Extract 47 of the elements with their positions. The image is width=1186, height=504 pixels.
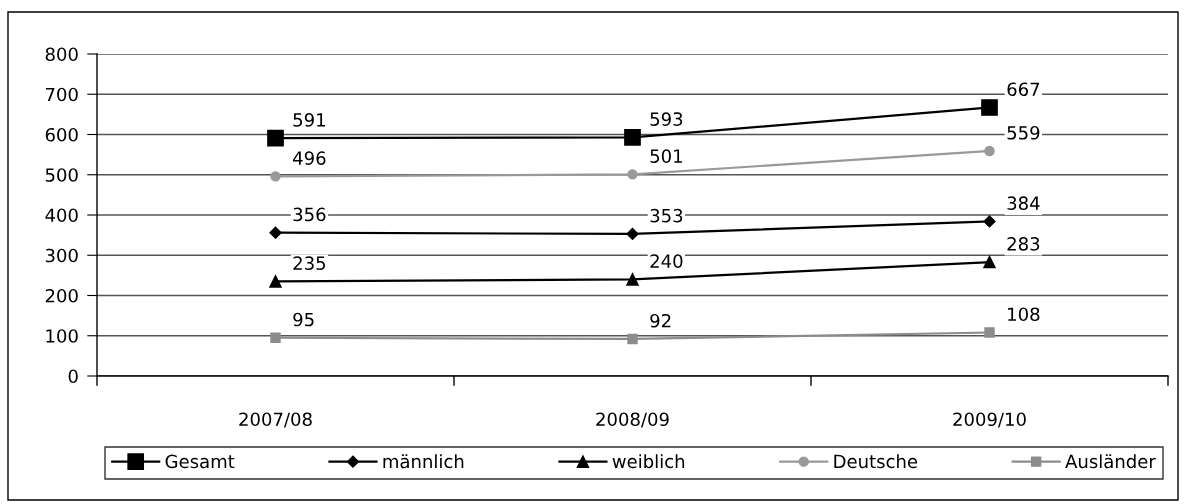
point [270, 332, 281, 343]
point [269, 226, 282, 239]
point [981, 99, 998, 116]
y-tick-label: 800 [45, 47, 78, 62]
data-label: 235 [293, 256, 326, 270]
data-label: 496 [293, 151, 326, 165]
point [626, 273, 639, 286]
data-label: 108 [1008, 307, 1040, 322]
y-tick-label: 500 [45, 168, 78, 182]
data-label: 240 [650, 254, 683, 268]
y-tick-label: 200 [45, 288, 78, 303]
data-label: 384 [1007, 196, 1040, 211]
y-tick-label: 100 [46, 329, 78, 343]
point [627, 333, 638, 345]
y-tick-label: 300 [45, 248, 78, 263]
data-label: 559 [1007, 125, 1040, 140]
data-label: 501 [650, 149, 682, 163]
x-tick-label: 2007/08 [239, 412, 312, 428]
point [627, 169, 638, 180]
point [984, 327, 995, 338]
legend-label: Ausländer [1065, 454, 1156, 469]
point [267, 129, 284, 147]
point [983, 215, 996, 228]
y-tick-label: 400 [45, 208, 78, 223]
data-label: 591 [293, 113, 325, 127]
y-tick-label: 700 [45, 87, 78, 102]
data-label: 593 [650, 112, 683, 126]
data-label: 283 [1007, 237, 1040, 251]
point [624, 128, 641, 146]
legend-label: weiblich [612, 454, 685, 469]
point [626, 227, 639, 241]
point [983, 255, 996, 269]
y-tick-label: 0 [68, 369, 78, 384]
point [984, 145, 995, 157]
data-label: 667 [1007, 82, 1040, 97]
data-label: 353 [650, 208, 683, 223]
data-label: 356 [293, 207, 326, 222]
data-label: 92 [650, 313, 671, 328]
legend-label: Gesamt [165, 454, 235, 469]
y-tick-label: 600 [45, 127, 78, 142]
x-tick-label: 2008/09 [596, 412, 669, 428]
legend-label: männlich [383, 454, 464, 469]
data-label: 95 [293, 312, 314, 327]
x-tick-label: 2009/10 [953, 412, 1026, 428]
point [270, 171, 281, 182]
point [269, 275, 282, 288]
legend-label: Deutsche [834, 454, 918, 469]
